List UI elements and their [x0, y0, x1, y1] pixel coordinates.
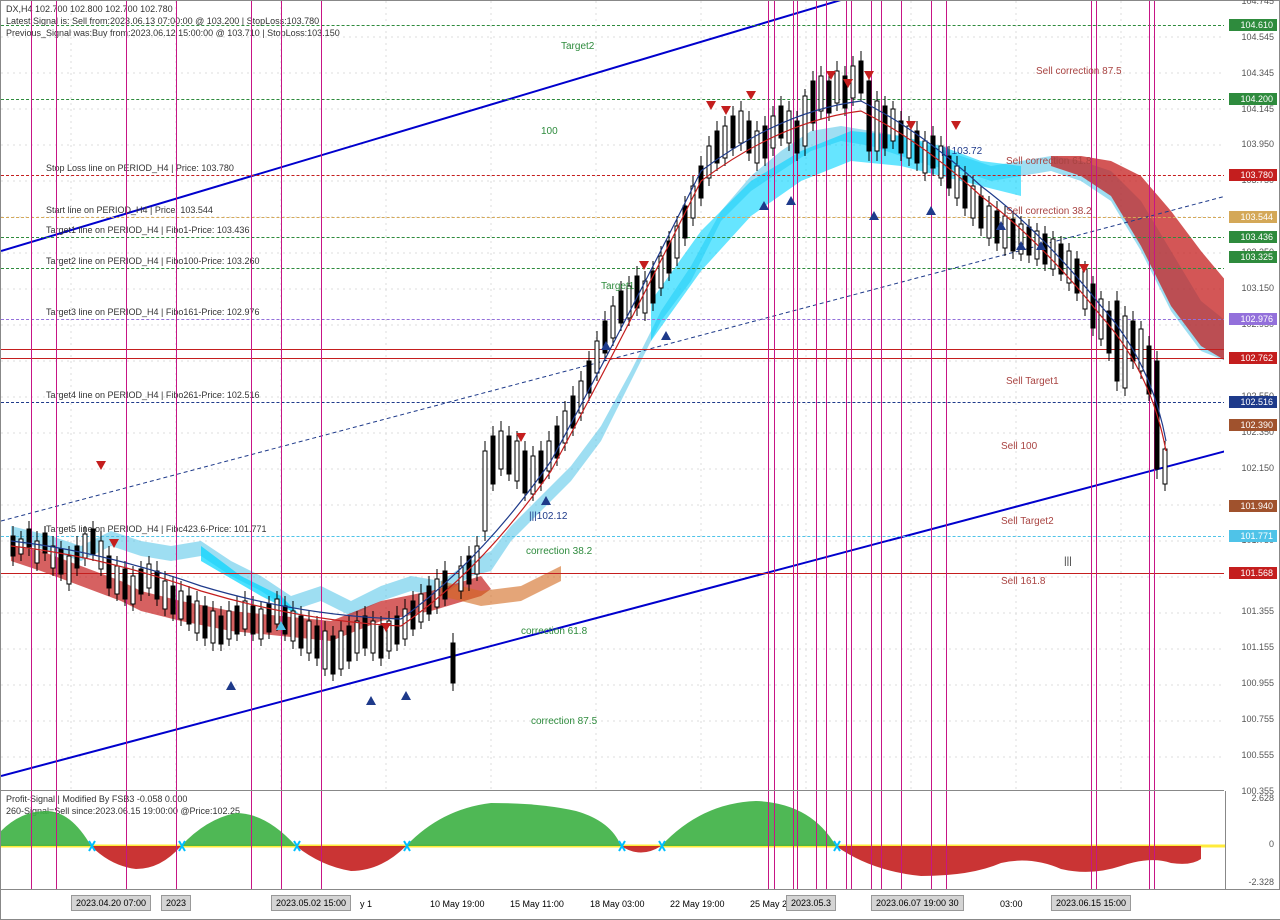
time-label: 2023.05.3 [786, 895, 836, 911]
time-label: 2023.06.15 15:00 [1051, 895, 1131, 911]
main-chart[interactable]: DX,H4 102.700 102.800 102.700 102.780 La… [1, 1, 1226, 791]
time-label: 18 May 03:00 [586, 897, 649, 911]
chart-annotation: ||| 103.72 [941, 146, 982, 157]
chart-annotation: correction 38.2 [526, 546, 592, 557]
candlesticks [1, 1, 1226, 791]
chart-annotation: Target1 [601, 281, 634, 292]
price-label: 102.390 [1229, 419, 1277, 431]
time-label: 2023.05.02 15:00 [271, 895, 351, 911]
chart-annotation: Sell 161.8 [1001, 576, 1045, 587]
time-label: 2023.04.20 07:00 [71, 895, 151, 911]
time-label: 15 May 11:00 [506, 897, 568, 911]
sub-axis: 2.628 0 -2.328 [1224, 791, 1279, 891]
oscillator-panel[interactable]: Profit-Signal | Modified By FSB3 -0.058 … [1, 791, 1226, 891]
time-label: 2023 [161, 895, 191, 911]
time-label: 03:00 [996, 897, 1027, 911]
time-axis: 2023.04.20 07:00 2023 2023.05.02 15:00 y 1 1… [1, 889, 1280, 919]
price-label: 103.436 [1229, 231, 1277, 243]
price-label: 102.516 [1229, 396, 1277, 408]
price-axis: 104.745104.545104.345104.145103.950103.7… [1224, 1, 1279, 791]
chart-annotation: Sell correction 61.8 [1006, 156, 1092, 167]
price-label: 103.780 [1229, 169, 1277, 181]
price-label: 104.610 [1229, 19, 1277, 31]
price-label: 102.976 [1229, 313, 1277, 325]
oscillator-curve [1, 791, 1226, 891]
chart-annotation: ||| [1064, 556, 1072, 567]
chart-annotation: Target2 [561, 41, 594, 52]
chart-annotation: Sell correction 87.5 [1036, 66, 1122, 77]
price-label: 101.771 [1229, 530, 1277, 542]
chart-annotation: Sell 100 [1001, 441, 1037, 452]
chart-annotation: Sell Target1 [1006, 376, 1059, 387]
chart-container: MARKETZ SITE DX,H4 102.700 102.800 102.7… [0, 0, 1280, 920]
chart-annotation: |||102.12 [529, 511, 567, 522]
price-label: 102.762 [1229, 352, 1277, 364]
price-label: 103.325 [1229, 251, 1277, 263]
price-label: 104.200 [1229, 93, 1277, 105]
price-label: 103.544 [1229, 211, 1277, 223]
price-label: 101.940 [1229, 500, 1277, 512]
chart-annotation: 100 [541, 126, 558, 137]
time-label: 22 May 19:00 [666, 897, 729, 911]
time-label: y 1 [356, 897, 376, 911]
chart-annotation: correction 61.8 [521, 626, 587, 637]
price-label: 101.568 [1229, 567, 1277, 579]
chart-annotation: Sell Target2 [1001, 516, 1054, 527]
chart-annotation: correction 87.5 [531, 716, 597, 727]
time-label: 10 May 19:00 [426, 897, 489, 911]
chart-annotation: Sell correction 38.2 [1006, 206, 1092, 217]
time-label: 2023.06.07 19:00 30 [871, 895, 964, 911]
